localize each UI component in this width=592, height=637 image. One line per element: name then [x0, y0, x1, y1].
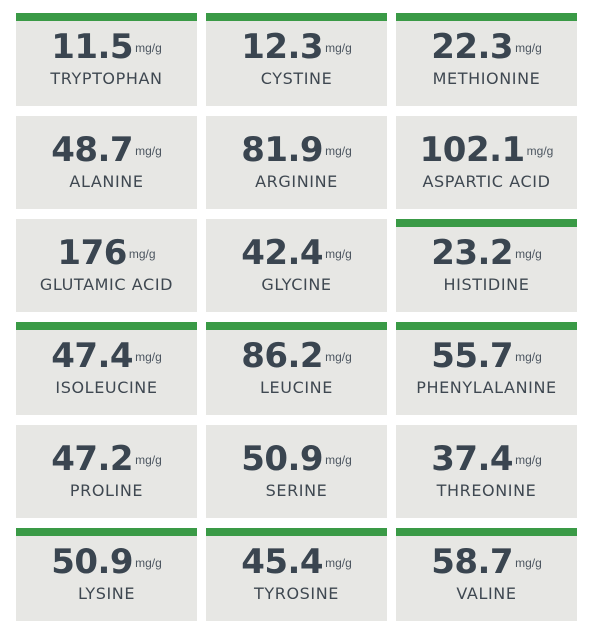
amino-acid-value: 12.3	[241, 27, 324, 67]
amino-acid-value: 176	[57, 233, 127, 273]
amino-acid-unit: mg/g	[325, 41, 352, 55]
amino-acid-unit: mg/g	[325, 556, 352, 570]
amino-acid-name: LYSINE	[77, 584, 136, 603]
amino-acid-value: 11.5	[51, 27, 134, 67]
amino-acid-card: 86.2 mg/g LEUCINE	[206, 322, 387, 415]
amino-acid-name: PROLINE	[69, 481, 144, 500]
amino-acid-unit: mg/g	[325, 453, 352, 467]
value-line: 37.4 mg/g	[396, 441, 577, 477]
value-line: 48.7 mg/g	[16, 132, 197, 168]
amino-acid-value: 22.3	[431, 27, 514, 67]
amino-acid-name: GLYCINE	[261, 275, 332, 294]
amino-acid-card: 47.2 mg/g PROLINE	[16, 425, 197, 518]
amino-acid-name: ASPARTIC ACID	[422, 172, 551, 191]
amino-acid-name: ARGININE	[255, 172, 338, 191]
amino-acid-grid: 11.5 mg/g TRYPTOPHAN 12.3 mg/g CYSTINE 22.3 mg/…	[16, 13, 577, 621]
amino-acid-unit: mg/g	[135, 350, 162, 364]
amino-acid-unit: mg/g	[515, 41, 542, 55]
amino-acid-name: HISTIDINE	[443, 275, 530, 294]
amino-acid-name: VALINE	[456, 584, 517, 603]
amino-acid-unit: mg/g	[135, 41, 162, 55]
amino-acid-card: 102.1 mg/g ASPARTIC ACID	[396, 116, 577, 209]
value-line: 86.2 mg/g	[206, 338, 387, 374]
amino-acid-unit: mg/g	[515, 247, 542, 261]
amino-acid-value: 50.9	[51, 542, 134, 582]
amino-acid-card: 58.7 mg/g VALINE	[396, 528, 577, 621]
value-line: 50.9 mg/g	[16, 544, 197, 580]
value-line: 12.3 mg/g	[206, 29, 387, 65]
amino-acid-card: 23.2 mg/g HISTIDINE	[396, 219, 577, 312]
value-line: 11.5 mg/g	[16, 29, 197, 65]
amino-acid-name: PHENYLALANINE	[416, 378, 557, 397]
amino-acid-unit: mg/g	[325, 144, 352, 158]
amino-acid-card: 50.9 mg/g LYSINE	[16, 528, 197, 621]
amino-acid-card: 176 mg/g GLUTAMIC ACID	[16, 219, 197, 312]
amino-acid-unit: mg/g	[128, 247, 156, 261]
amino-acid-value: 48.7	[51, 130, 134, 170]
amino-acid-card: 81.9 mg/g ARGININE	[206, 116, 387, 209]
amino-acid-value: 37.4	[431, 439, 514, 479]
amino-acid-unit: mg/g	[526, 144, 554, 158]
amino-acid-name: METHIONINE	[432, 69, 541, 88]
amino-acid-value: 86.2	[241, 336, 324, 376]
amino-acid-name: TRYPTOPHAN	[50, 69, 163, 88]
amino-acid-unit: mg/g	[135, 453, 162, 467]
amino-acid-value: 55.7	[431, 336, 514, 376]
amino-acid-value: 102.1	[419, 130, 526, 170]
value-line: 50.9 mg/g	[206, 441, 387, 477]
amino-acid-name: LEUCINE	[260, 378, 333, 397]
amino-acid-value: 47.4	[51, 336, 134, 376]
value-line: 23.2 mg/g	[396, 235, 577, 271]
amino-acid-value: 50.9	[241, 439, 324, 479]
value-line: 42.4 mg/g	[206, 235, 387, 271]
value-line: 55.7 mg/g	[396, 338, 577, 374]
amino-acid-card: 48.7 mg/g ALANINE	[16, 116, 197, 209]
amino-acid-name: ISOLEUCINE	[55, 378, 158, 397]
value-line: 81.9 mg/g	[206, 132, 387, 168]
amino-acid-unit: mg/g	[135, 556, 162, 570]
amino-acid-value: 47.2	[51, 439, 134, 479]
amino-acid-card: 50.9 mg/g SERINE	[206, 425, 387, 518]
amino-acid-name: SERINE	[265, 481, 328, 500]
amino-acid-card: 37.4 mg/g THREONINE	[396, 425, 577, 518]
amino-acid-unit: mg/g	[515, 453, 542, 467]
value-line: 47.4 mg/g	[16, 338, 197, 374]
value-line: 58.7 mg/g	[396, 544, 577, 580]
amino-acid-value: 42.4	[241, 233, 324, 273]
amino-acid-name: TYROSINE	[253, 584, 339, 603]
amino-acid-unit: mg/g	[325, 247, 352, 261]
amino-acid-card: 47.4 mg/g ISOLEUCINE	[16, 322, 197, 415]
amino-acid-card: 12.3 mg/g CYSTINE	[206, 13, 387, 106]
amino-acid-value: 58.7	[431, 542, 514, 582]
amino-acid-unit: mg/g	[515, 350, 542, 364]
amino-acid-value: 23.2	[431, 233, 514, 273]
value-line: 176 mg/g	[16, 235, 197, 271]
value-line: 45.4 mg/g	[206, 544, 387, 580]
amino-acid-card: 45.4 mg/g TYROSINE	[206, 528, 387, 621]
amino-acid-unit: mg/g	[515, 556, 542, 570]
amino-acid-name: GLUTAMIC ACID	[39, 275, 174, 294]
amino-acid-value: 45.4	[241, 542, 324, 582]
amino-acid-card: 22.3 mg/g METHIONINE	[396, 13, 577, 106]
amino-acid-unit: mg/g	[135, 144, 162, 158]
value-line: 47.2 mg/g	[16, 441, 197, 477]
amino-acid-card: 42.4 mg/g GLYCINE	[206, 219, 387, 312]
amino-acid-name: CYSTINE	[260, 69, 333, 88]
value-line: 22.3 mg/g	[396, 29, 577, 65]
amino-acid-name: ALANINE	[69, 172, 144, 191]
amino-acid-unit: mg/g	[325, 350, 352, 364]
amino-acid-value: 81.9	[241, 130, 324, 170]
amino-acid-card: 55.7 mg/g PHENYLALANINE	[396, 322, 577, 415]
value-line: 102.1 mg/g	[396, 132, 577, 168]
amino-acid-card: 11.5 mg/g TRYPTOPHAN	[16, 13, 197, 106]
amino-acid-name: THREONINE	[436, 481, 537, 500]
